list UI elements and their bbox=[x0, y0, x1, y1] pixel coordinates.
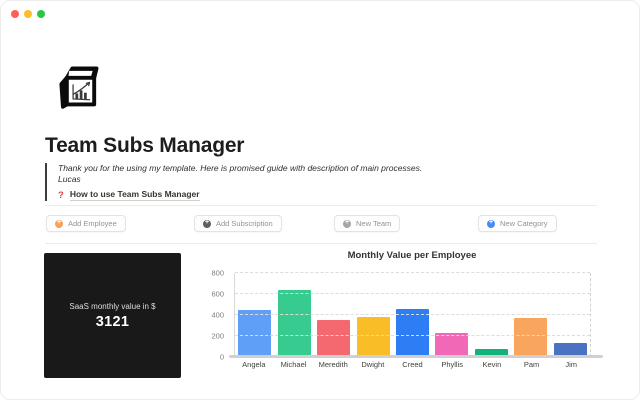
plus-circle-icon bbox=[203, 219, 211, 228]
stat-card-label: SaaS monthly value in $ bbox=[69, 301, 156, 311]
divider-top bbox=[45, 205, 597, 206]
bar-angela bbox=[238, 309, 272, 357]
x-axis-label: Creed bbox=[402, 360, 423, 369]
bar-slot bbox=[432, 273, 471, 357]
bar-slot bbox=[551, 273, 590, 357]
plus-circle-icon bbox=[343, 219, 351, 228]
bar-creed bbox=[395, 308, 429, 357]
gridline-400 bbox=[235, 314, 590, 315]
gridline-800 bbox=[235, 272, 590, 273]
bar-slot bbox=[393, 273, 432, 357]
bar-jim bbox=[553, 342, 587, 357]
x-axis-label: Jim bbox=[565, 360, 578, 369]
plus-circle-icon bbox=[487, 219, 495, 228]
stat-card-value: 3121 bbox=[95, 313, 130, 330]
new-category-button[interactable]: New Category bbox=[478, 215, 557, 232]
y-axis-labels: 0 200 400 600 800 bbox=[201, 269, 229, 362]
x-axis-label: Pam bbox=[523, 360, 540, 369]
page-title: Team Subs Manager bbox=[45, 134, 245, 157]
stat-card: SaaS monthly value in $ 3121 bbox=[44, 253, 181, 378]
zoom-window-button[interactable] bbox=[37, 10, 45, 18]
chart-title: Monthly Value per Employee bbox=[347, 250, 477, 261]
bar-kevin bbox=[474, 348, 508, 357]
x-axis-label: Dwight bbox=[361, 360, 385, 369]
quote-block: Thank you for the using my template. Her… bbox=[45, 163, 575, 201]
bar-slot bbox=[472, 273, 511, 357]
bar-slot bbox=[511, 273, 550, 357]
guide-page-link[interactable]: ? How to use Team Subs Manager bbox=[58, 189, 575, 201]
guide-link-label: How to use Team Subs Manager bbox=[69, 189, 200, 201]
add-employee-button[interactable]: Add Employee bbox=[46, 215, 126, 232]
chart-bars bbox=[235, 273, 590, 357]
button-label: Add Subscription bbox=[216, 219, 273, 228]
quote-line-2: Lucas bbox=[58, 174, 81, 184]
bar-slot bbox=[314, 273, 353, 357]
page-cube-chart-icon[interactable] bbox=[51, 63, 103, 113]
x-axis-label: Meredith bbox=[318, 360, 348, 369]
new-team-button[interactable]: New Team bbox=[334, 215, 401, 232]
x-axis-label: Kevin bbox=[482, 360, 502, 369]
chart-plot-area bbox=[234, 272, 591, 357]
button-label: New Category bbox=[500, 219, 548, 228]
y-tick-label: 800 bbox=[211, 268, 224, 278]
y-tick-label: 0 bbox=[219, 352, 224, 362]
bar-dwight bbox=[356, 317, 390, 357]
button-label: Add Employee bbox=[68, 219, 117, 228]
plus-circle-icon bbox=[55, 219, 63, 228]
y-tick-label: 600 bbox=[211, 289, 224, 299]
quote-line-1: Thank you for the using my template. Her… bbox=[58, 163, 423, 173]
x-axis-labels: Angela Michael Meredith Dwight Creed Phyllis K… bbox=[234, 360, 591, 369]
button-label: New Team bbox=[356, 219, 392, 228]
x-axis-label: Angela bbox=[242, 360, 266, 369]
question-mark-icon: ? bbox=[58, 189, 64, 201]
bar-slot bbox=[274, 273, 313, 357]
gridline-600 bbox=[235, 293, 590, 294]
y-tick-label: 200 bbox=[211, 331, 224, 341]
y-tick-label: 400 bbox=[211, 310, 224, 320]
gridline-200 bbox=[235, 335, 590, 336]
bar-pam bbox=[514, 318, 548, 357]
bar-slot bbox=[235, 273, 274, 357]
x-axis-line bbox=[229, 355, 603, 358]
bar-meredith bbox=[317, 320, 351, 357]
divider-bottom bbox=[45, 243, 597, 244]
bar-phyllis bbox=[435, 332, 469, 357]
window-controls bbox=[11, 10, 45, 18]
x-axis-label: Phyllis bbox=[441, 360, 464, 369]
bar-michael bbox=[277, 289, 311, 357]
close-window-button[interactable] bbox=[11, 10, 19, 18]
bar-slot bbox=[353, 273, 392, 357]
add-subscription-button[interactable]: Add Subscription bbox=[194, 215, 282, 232]
minimize-window-button[interactable] bbox=[24, 10, 32, 18]
x-axis-label: Michael bbox=[280, 360, 307, 369]
